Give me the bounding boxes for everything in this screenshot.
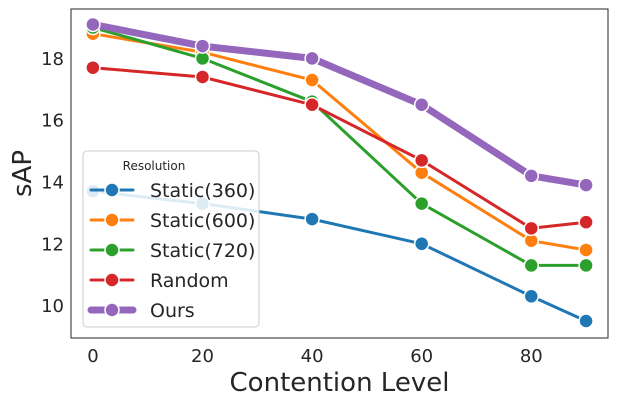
data-point — [85, 59, 101, 76]
data-point — [523, 257, 540, 274]
data-point — [523, 220, 540, 237]
data-point — [413, 152, 430, 169]
legend-marker-swatch — [104, 242, 120, 258]
legend-label: Static(720) — [150, 240, 255, 262]
data-point — [578, 214, 594, 230]
legend-label: Random — [150, 270, 229, 292]
y-tick-label: 10 — [41, 296, 64, 317]
data-point — [194, 38, 211, 54]
x-axis-ticks: 0 20 40 60 80 — [87, 346, 543, 367]
series-line — [89, 20, 590, 189]
legend-marker-swatch — [104, 212, 120, 228]
legend-item: Static(600) — [89, 210, 255, 232]
data-point — [578, 257, 594, 274]
y-tick-label: 14 — [41, 172, 64, 193]
data-point — [304, 72, 320, 88]
data-point — [85, 16, 101, 33]
legend-marker-swatch — [104, 302, 120, 318]
x-tick-label: 60 — [410, 346, 433, 367]
y-axis-ticks: 10 12 14 16 18 — [41, 49, 64, 317]
data-point — [413, 195, 430, 212]
legend-item: Static(720) — [89, 240, 255, 262]
data-point — [578, 313, 594, 329]
x-tick-label: 80 — [520, 346, 543, 367]
data-point — [304, 97, 320, 113]
y-tick-label: 12 — [41, 234, 64, 255]
legend-item: Ours — [87, 300, 195, 322]
series-line — [91, 32, 588, 252]
y-tick-label: 16 — [41, 111, 64, 132]
series-ours — [85, 16, 594, 193]
data-point — [304, 211, 320, 227]
x-tick-label: 0 — [87, 346, 98, 367]
x-tick-label: 40 — [301, 346, 324, 367]
legend: Resolution Static(360) Static(600) Static(7… — [82, 150, 260, 328]
legend-item: Static(360) — [89, 180, 255, 202]
data-point — [578, 242, 594, 258]
data-point — [578, 177, 594, 193]
x-axis-label: Contention Level — [230, 368, 450, 398]
data-point — [523, 168, 540, 184]
data-point — [304, 50, 320, 67]
series-random — [85, 59, 594, 237]
y-tick-label: 18 — [41, 49, 64, 70]
legend-marker-swatch — [104, 182, 120, 198]
legend-label: Ours — [150, 300, 195, 322]
data-point — [413, 236, 430, 252]
data-point — [194, 69, 211, 85]
data-point — [523, 288, 540, 305]
legend-label: Static(360) — [150, 180, 255, 202]
legend-item: Random — [89, 270, 229, 292]
legend-label: Static(600) — [150, 210, 255, 232]
legend-frame — [82, 150, 260, 328]
legend-marker-swatch — [104, 272, 120, 288]
legend-title: Resolution — [123, 159, 186, 173]
series-line — [91, 66, 588, 230]
data-point — [413, 97, 430, 113]
series-line — [91, 26, 588, 267]
y-axis-label: sAP — [8, 150, 38, 197]
x-tick-label: 20 — [191, 346, 214, 367]
